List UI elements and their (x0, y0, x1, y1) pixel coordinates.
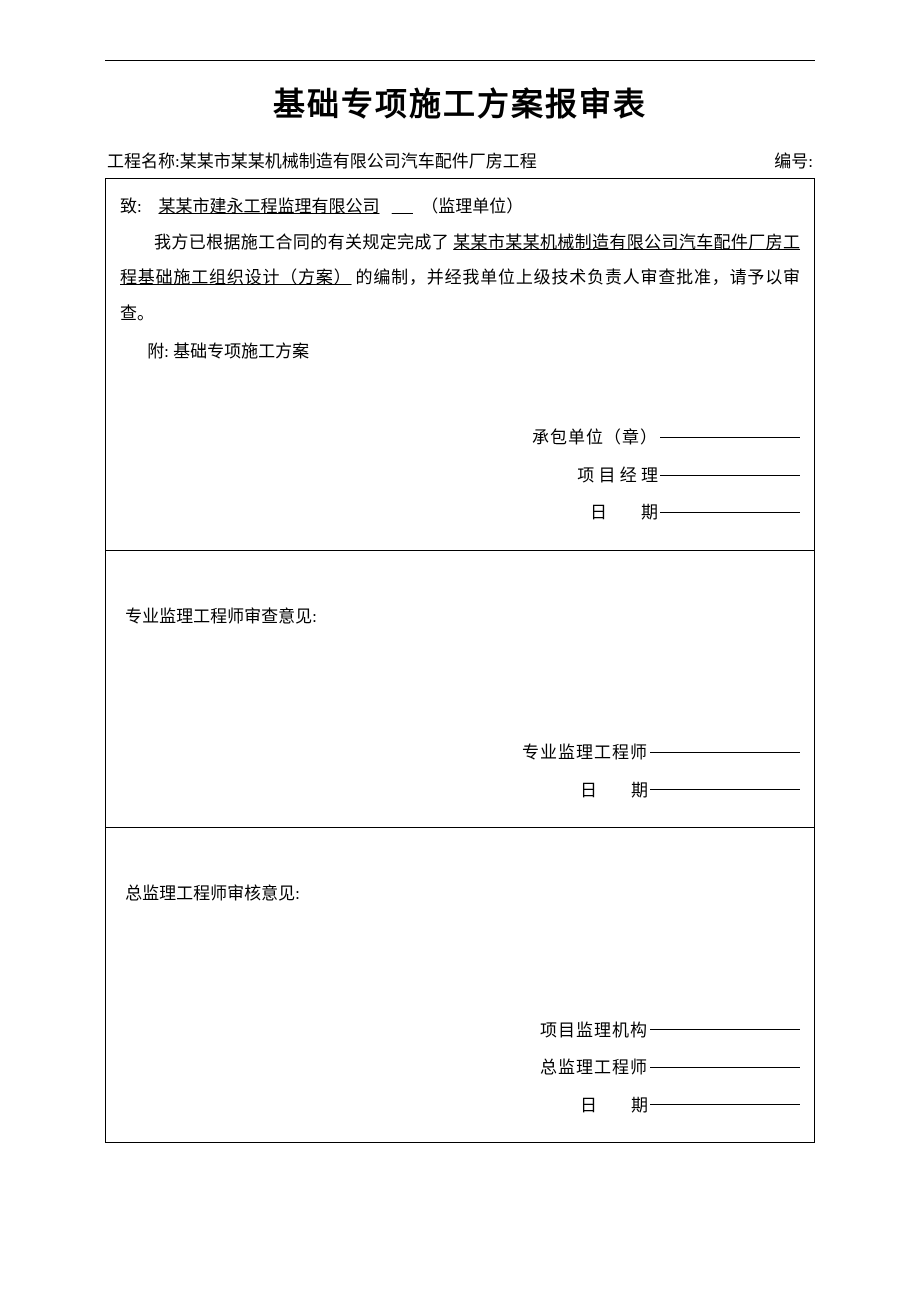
meta-row: 工程名称: 某某市某某机械制造有限公司汽车配件厂房工程 编号: (105, 147, 815, 172)
top-rule (105, 60, 815, 61)
supervisor-suffix: （监理单位） (421, 197, 523, 216)
chief-fill (650, 1049, 800, 1068)
chief-row: 总监理工程师 (120, 1049, 800, 1086)
page-title: 基础专项施工方案报审表 (105, 79, 815, 125)
body-prefix: 我方已根据施工合同的有关规定完成了 (154, 233, 449, 252)
date-fill-1 (660, 494, 800, 513)
contractor-label: 承包单位（章） (532, 419, 658, 456)
org-label: 项目监理机构 (540, 1012, 648, 1049)
chief-opinion-label: 总监理工程师审核意见: (120, 876, 800, 912)
contractor-fill (660, 419, 800, 438)
engineer-row: 专业监理工程师 (120, 734, 800, 771)
number-field: 编号: (774, 147, 813, 172)
engineer-opinion-space (120, 644, 800, 734)
contractor-sig-block: 承包单位（章） 项 目 经 理 日 期 (120, 419, 800, 531)
attach-line: 附: 基础专项施工方案 (120, 334, 800, 370)
number-label: 编号: (774, 152, 813, 171)
section-contractor: 致: 某某市建永工程监理有限公司 （监理单位） 我方已根据施工合同的有关规定完成… (106, 179, 814, 550)
org-row: 项目监理机构 (120, 1012, 800, 1049)
date-fill-2 (650, 772, 800, 791)
form-table: 致: 某某市建永工程监理有限公司 （监理单位） 我方已根据施工合同的有关规定完成… (105, 178, 815, 1143)
pm-label: 项 目 经 理 (577, 457, 658, 494)
section-engineer: 专业监理工程师审查意见: 专业监理工程师 日 期 (106, 550, 814, 827)
date-row-3: 日 期 (120, 1087, 800, 1124)
to-line: 致: 某某市建永工程监理有限公司 （监理单位） (120, 189, 800, 225)
date-row-1: 日 期 (120, 494, 800, 531)
project-name: 某某市某某机械制造有限公司汽车配件厂房工程 (180, 147, 537, 172)
date-label-2: 日 期 (580, 772, 648, 809)
engineer-opinion-label: 专业监理工程师审查意见: (120, 599, 800, 635)
to-label: 致: (120, 197, 142, 216)
date-label-3: 日 期 (580, 1087, 648, 1124)
date-label-1: 日 期 (590, 494, 658, 531)
date-fill-3 (650, 1087, 800, 1106)
contractor-seal-row: 承包单位（章） (120, 419, 800, 456)
project-name-field: 工程名称: 某某市某某机械制造有限公司汽车配件厂房工程 (107, 147, 537, 172)
supervisor-blank (388, 197, 417, 216)
pm-fill (660, 457, 800, 476)
date-row-2: 日 期 (120, 772, 800, 809)
engineer-fill (650, 734, 800, 753)
org-fill (650, 1012, 800, 1031)
supervisor-unit: 某某市建永工程监理有限公司 (154, 197, 383, 216)
chief-label: 总监理工程师 (540, 1049, 648, 1086)
engineer-label: 专业监理工程师 (522, 734, 648, 771)
pm-row: 项 目 经 理 (120, 457, 800, 494)
body-text: 我方已根据施工合同的有关规定完成了某某市某某机械制造有限公司汽车配件厂房工程基础… (120, 225, 800, 332)
chief-opinion-space (120, 922, 800, 1012)
project-label: 工程名称: (107, 147, 180, 172)
section-chief: 总监理工程师审核意见: 项目监理机构 总监理工程师 日 期 (106, 827, 814, 1142)
